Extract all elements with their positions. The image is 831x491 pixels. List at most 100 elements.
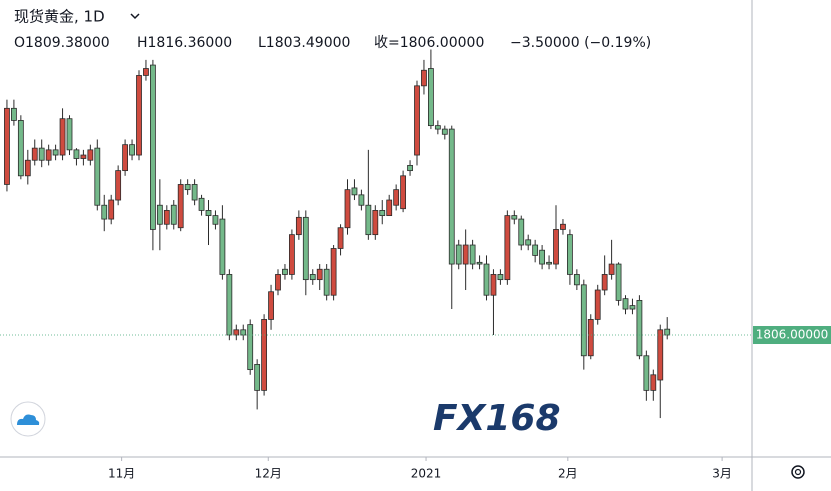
candle-body	[587, 319, 594, 357]
candle-body	[316, 268, 323, 281]
candle-body	[87, 149, 94, 161]
x-tick-label: 11月	[108, 467, 135, 481]
candle-body	[219, 218, 226, 275]
candle-body	[122, 144, 129, 172]
candle-body	[143, 68, 149, 76]
candle-body	[295, 216, 302, 236]
candle-body	[490, 274, 497, 296]
candle-body	[240, 329, 247, 336]
ohlc-header: O1809.38000 H1816.36000 L1803.49000 收=1806.…	[14, 35, 651, 51]
candle-body	[184, 184, 191, 191]
candle-body	[546, 261, 552, 265]
candle-body	[309, 274, 316, 281]
candle-body	[205, 210, 212, 217]
candle-body	[254, 364, 261, 391]
candle-body	[170, 204, 177, 225]
x-tick-label: 2月	[558, 467, 578, 481]
candle-body	[198, 197, 205, 211]
logo-icon	[17, 414, 40, 425]
candle-body	[59, 118, 66, 156]
candle-body	[643, 355, 650, 391]
candle-body	[462, 244, 469, 265]
candle-body	[191, 184, 198, 201]
settings-icon	[791, 465, 805, 479]
candle-body	[115, 170, 122, 201]
candle-body	[323, 268, 330, 296]
candle-body	[553, 229, 559, 265]
candle-body	[101, 204, 108, 220]
candle-body	[24, 159, 31, 177]
candle-body	[608, 263, 615, 275]
candle-body	[282, 268, 288, 275]
watermark: FX168	[433, 398, 561, 439]
candle-body	[573, 274, 580, 286]
candle-body	[629, 305, 636, 310]
ohlc-value: L1803.49000	[258, 35, 350, 51]
candle-body	[268, 291, 274, 320]
candle-body	[567, 234, 573, 275]
candle-body	[136, 75, 142, 156]
candle-body	[52, 149, 59, 156]
candle-body	[448, 128, 455, 265]
candle-body	[525, 239, 532, 246]
candle-body	[407, 165, 413, 172]
candle-body	[511, 215, 518, 220]
candle-body	[80, 154, 87, 159]
last-price-box	[753, 326, 831, 345]
candle-body	[337, 227, 344, 249]
candle-body	[594, 289, 601, 320]
ohlc-value: 收=1806.00000	[374, 35, 484, 51]
candle-body	[17, 120, 24, 177]
candle-body	[358, 194, 365, 206]
plot-area	[0, 49, 752, 419]
candle-body	[129, 144, 135, 156]
x-tick-label: 12月	[255, 467, 282, 481]
candle-body	[344, 189, 351, 229]
candle-body	[441, 128, 448, 135]
candle-body	[386, 199, 393, 217]
candle-body	[476, 261, 483, 265]
ohlc-value: O1809.38000	[14, 35, 110, 51]
candle-body	[108, 199, 115, 220]
ohlc-value: H1816.36000	[137, 35, 232, 51]
candle-body	[365, 204, 372, 236]
candle-body	[275, 274, 281, 291]
candle-body	[434, 125, 441, 130]
chart-title[interactable]: 现货黄金, 1D	[14, 8, 105, 26]
settings-button[interactable]	[791, 465, 805, 479]
candle-body	[539, 249, 546, 265]
candle-body	[212, 215, 219, 225]
candle-body	[455, 244, 462, 265]
candle-body	[497, 274, 504, 281]
candle-body	[393, 189, 400, 206]
interval-dropdown[interactable]	[130, 13, 140, 20]
candle-body	[38, 147, 45, 161]
candle-body	[400, 175, 407, 210]
candle-body	[94, 147, 101, 206]
candle-body	[163, 210, 170, 225]
candle-body	[421, 69, 427, 87]
candle-body	[601, 274, 608, 291]
candle-body	[428, 68, 434, 127]
candle-body	[664, 328, 671, 336]
candle-body	[504, 215, 511, 281]
candle-body	[414, 85, 420, 156]
candle-body	[150, 64, 156, 230]
candle-body	[650, 374, 657, 391]
x-tick-label: 2021	[411, 467, 442, 481]
candle-body	[351, 187, 358, 196]
candle-body	[379, 210, 386, 217]
candle-body	[330, 248, 337, 296]
candle-body	[226, 274, 233, 336]
candle-body	[560, 223, 566, 230]
candle-body	[261, 319, 268, 391]
candle-body	[580, 284, 587, 357]
candle-body	[302, 216, 309, 281]
candle-body	[372, 210, 379, 236]
candle-body	[636, 299, 643, 357]
candle-body	[11, 107, 17, 121]
candle-body	[247, 324, 254, 371]
candle-body	[156, 204, 163, 225]
